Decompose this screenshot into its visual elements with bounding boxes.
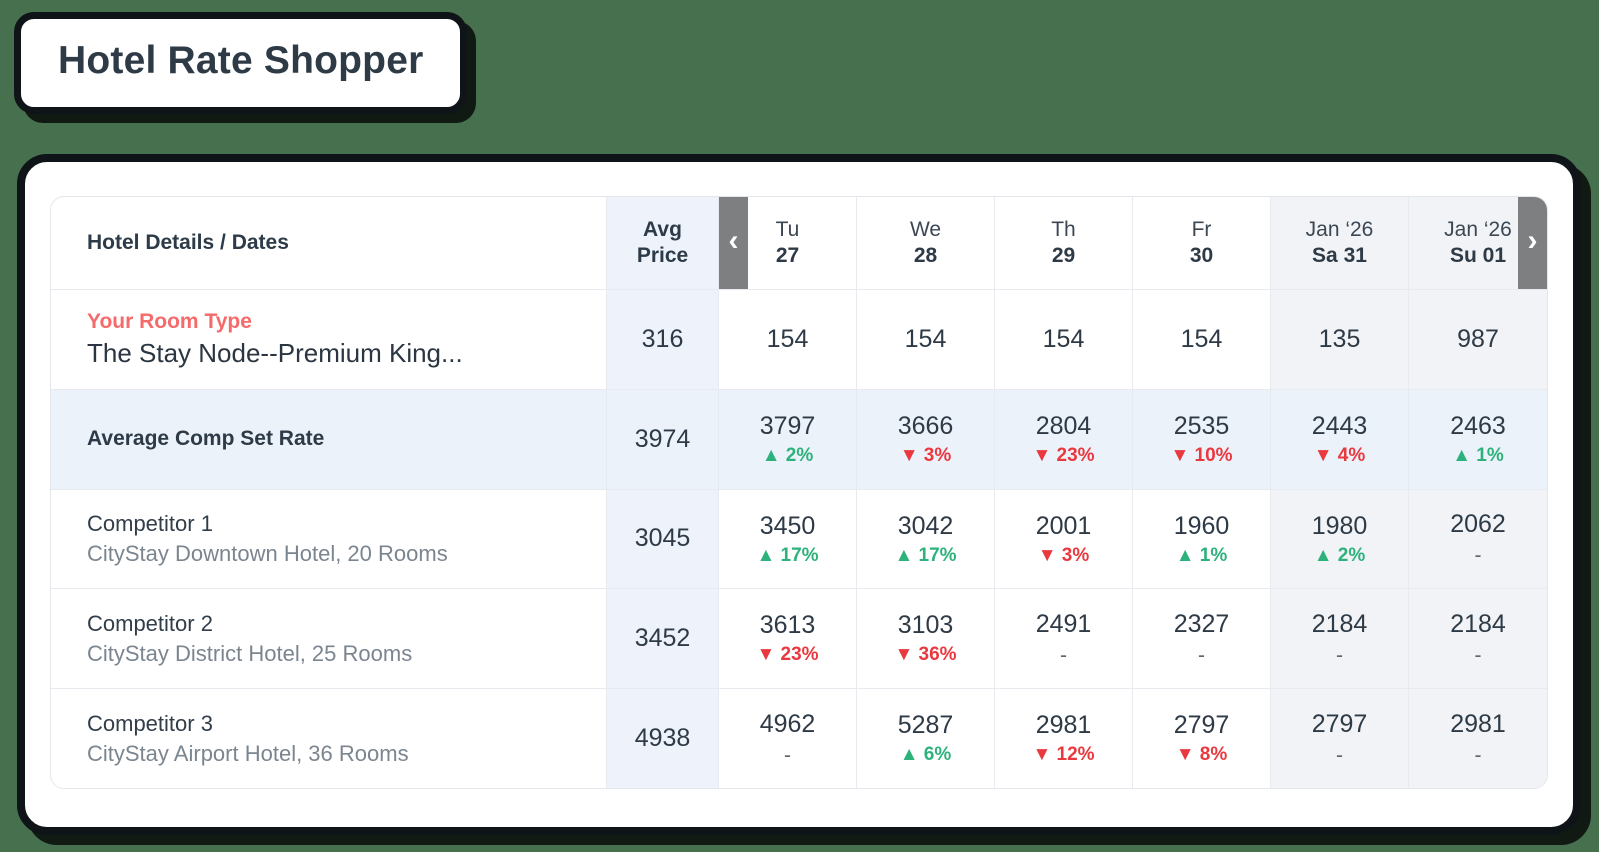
rate-change: ▼ 8% [1175,744,1228,766]
rate-change: - [1474,743,1482,767]
rate-change: - [1336,644,1343,668]
col-header-avg-price: Avg Price [607,197,719,289]
rate-change: - [1336,743,1343,767]
page-title: Hotel Rate Shopper [58,39,424,82]
your-room-details: Your Room Type The Stay Node--Premium Ki… [51,290,607,389]
competitor-name: Competitor 3 [87,710,213,736]
rate-cell: 2797 - [1271,689,1409,788]
rate-cell: 154 [995,290,1133,389]
table-row-competitor-2: Competitor 2 CityStay District Hotel, 25… [51,589,1547,690]
rate-cell: 2491 - [995,589,1133,689]
avg-price-label-line2: Price [636,244,689,267]
competitor-info: CityStay Downtown Hotel, 20 Rooms [87,540,448,566]
rate-cell: 2327 - [1133,589,1271,689]
avg-price-cell: 4938 [607,689,719,788]
rate-cell: 4962 - [719,689,857,788]
rate-cell: 2804 ▼ 23% [995,389,1133,489]
rate-cell: 2443 ▼ 4% [1271,389,1409,489]
table-row-competitor-3: Competitor 3 CityStay Airport Hotel, 36 … [51,689,1547,788]
competitor-details: Competitor 3 CityStay Airport Hotel, 36 … [51,689,607,788]
competitor-details: Competitor 2 CityStay District Hotel, 25… [51,589,607,689]
comp-set-details: Average Comp Set Rate [51,389,607,489]
rate-cell: 154 [719,290,857,389]
rate-cell: 2535 ▼ 10% [1133,389,1271,489]
rate-change: ▲ 6% [899,744,952,766]
rate-cell: 2797 ▼ 8% [1133,689,1271,788]
rate-cell: 5287 ▲ 6% [857,689,995,788]
competitor-name: Competitor 1 [87,511,213,537]
table-row-comp-set: Average Comp Set Rate 3974 3797 ▲ 2% 366… [51,389,1547,490]
rate-change: ▼ 12% [1032,744,1095,766]
chevron-left-icon: ‹ [728,224,739,257]
rate-change: ▲ 17% [894,544,957,566]
your-room-name: The Stay Node--Premium King... [87,338,463,369]
rate-cell: 154 [857,290,995,389]
rate-cell: 987 [1409,290,1547,389]
rate-cell: 2463 ▲ 1% [1409,389,1547,489]
rate-change: ▲ 1% [1175,544,1228,566]
avg-price-cell: 3045 [607,489,719,589]
rate-change: ▲ 2% [761,444,814,466]
rate-change: - [1474,544,1482,568]
rate-change: ▼ 4% [1313,444,1366,466]
rate-cell: 2981 - [1409,689,1547,788]
rate-cell: 2184 - [1409,589,1547,689]
table-header-row: Hotel Details / Dates Avg Price ‹ Tu 27 … [51,197,1547,290]
rate-table-card: Hotel Details / Dates Avg Price ‹ Tu 27 … [17,154,1581,835]
rate-change: - [784,743,791,767]
rate-change: ▲ 2% [1313,544,1366,566]
rate-change: - [1474,644,1482,668]
rate-cell: 3797 ▲ 2% [719,389,857,489]
rate-cell: 154 [1133,290,1271,389]
competitor-info: CityStay District Hotel, 25 Rooms [87,640,413,666]
competitor-info: CityStay Airport Hotel, 36 Rooms [87,740,409,766]
rate-change: - [1198,644,1205,668]
rate-change: ▼ 3% [1037,544,1090,566]
avg-price-cell: 316 [607,290,719,389]
rate-cell: 1960 ▲ 1% [1133,489,1271,589]
rate-cell: 3103 ▼ 36% [857,589,995,689]
rate-change: ▲ 1% [1452,444,1504,466]
rate-cell: 3450 ▲ 17% [719,489,857,589]
rate-change: ▼ 36% [894,644,957,666]
rate-cell: 135 [1271,290,1409,389]
table-row-competitor-1: Competitor 1 CityStay Downtown Hotel, 20… [51,489,1547,590]
rate-change: ▲ 17% [756,544,819,566]
rate-change: ▼ 23% [756,644,819,666]
comp-set-label: Average Comp Set Rate [87,427,325,451]
avg-price-label-line1: Avg [643,217,682,241]
next-dates-button[interactable]: › [1518,197,1547,289]
rate-shopper-table: Hotel Details / Dates Avg Price ‹ Tu 27 … [50,196,1548,789]
rate-change: - [1060,644,1067,668]
rate-change: ▼ 3% [899,444,952,466]
col-header-hotel-details: Hotel Details / Dates [51,197,607,289]
rate-cell: 2981 ▼ 12% [995,689,1133,788]
rate-change: ▼ 10% [1170,444,1233,466]
previous-dates-button[interactable]: ‹ [719,197,748,289]
rate-cell: 2184 - [1271,589,1409,689]
table-row-your-room: Your Room Type The Stay Node--Premium Ki… [51,290,1547,390]
your-room-type-label: Your Room Type [87,309,252,333]
rate-change: ▼ 23% [1032,444,1095,466]
rate-cell: 3613 ▼ 23% [719,589,857,689]
rate-cell: 3042 ▲ 17% [857,489,995,589]
col-header-date-we28: We 28 [857,197,995,289]
competitor-name: Competitor 2 [87,611,213,637]
col-header-date-sa31: Jan ‘26 Sa 31 [1271,197,1409,289]
col-header-date-su01: › Jan ‘26 Su 01 [1409,197,1547,289]
app-title-card: Hotel Rate Shopper [14,12,468,114]
col-header-date-tu27: ‹ Tu 27 [719,197,857,289]
col-header-date-fr30: Fr 30 [1133,197,1271,289]
col-header-date-th29: Th 29 [995,197,1133,289]
avg-price-cell: 3452 [607,589,719,689]
chevron-right-icon: › [1527,224,1538,257]
competitor-details: Competitor 1 CityStay Downtown Hotel, 20… [51,489,607,589]
rate-cell: 2062 - [1409,489,1547,589]
rate-cell: 3666 ▼ 3% [857,389,995,489]
avg-price-cell: 3974 [607,389,719,489]
hotel-details-label: Hotel Details / Dates [87,231,289,254]
rate-cell: 2001 ▼ 3% [995,489,1133,589]
rate-cell: 1980 ▲ 2% [1271,489,1409,589]
